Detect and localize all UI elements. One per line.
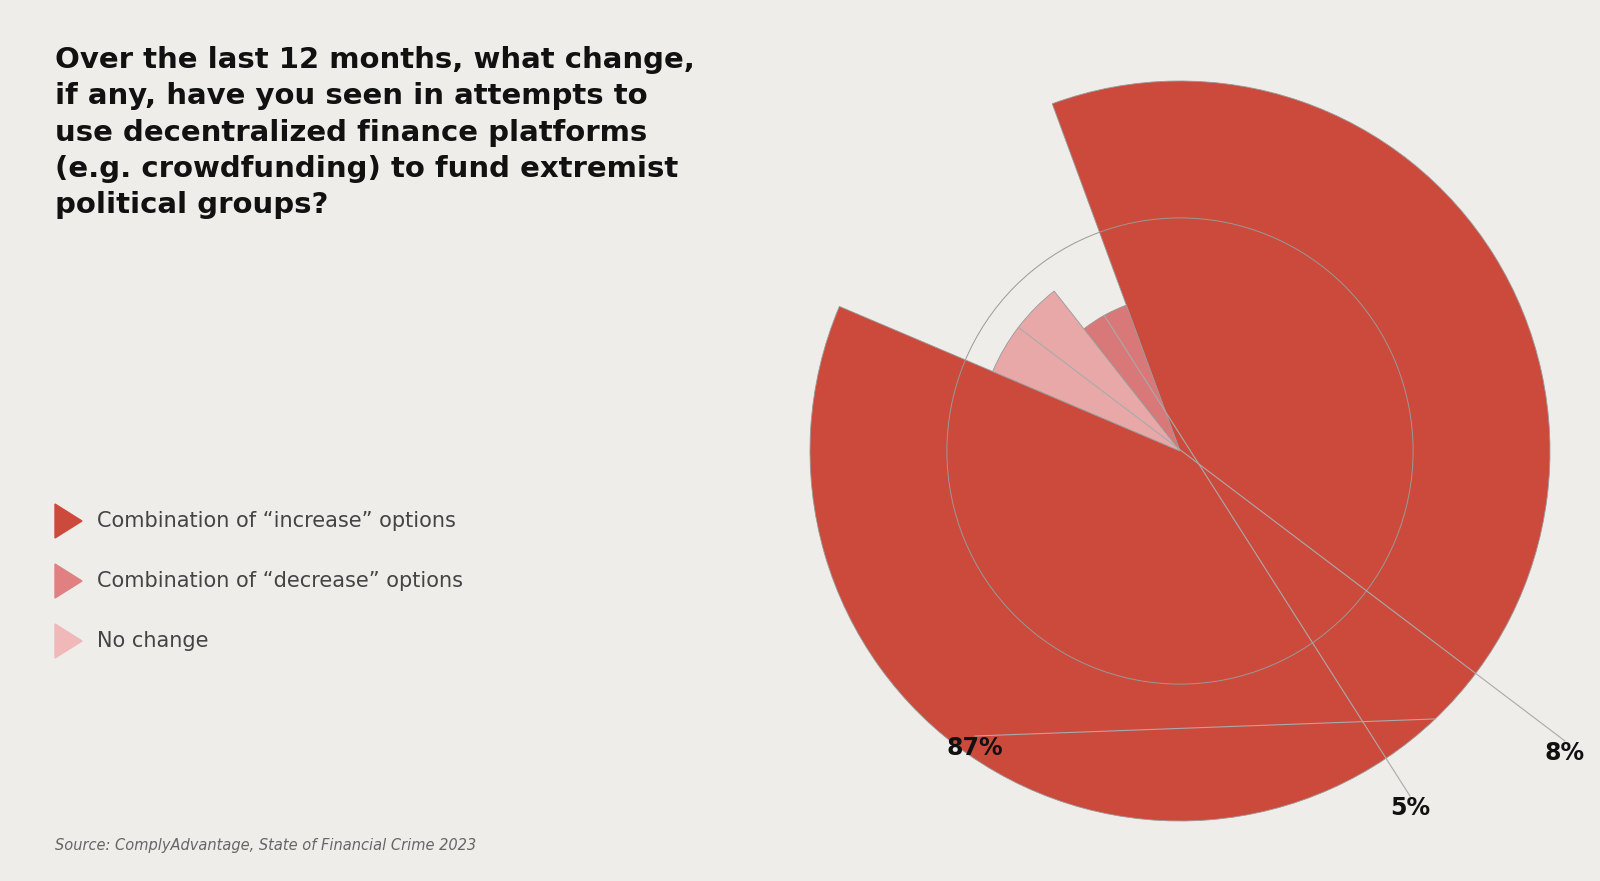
Polygon shape xyxy=(54,564,82,598)
Text: 5%: 5% xyxy=(1390,796,1430,820)
Wedge shape xyxy=(810,81,1550,821)
Text: Combination of “increase” options: Combination of “increase” options xyxy=(98,511,456,531)
Text: 8%: 8% xyxy=(1546,741,1586,765)
Polygon shape xyxy=(54,624,82,658)
Polygon shape xyxy=(54,504,82,538)
Text: 87%: 87% xyxy=(947,736,1003,760)
Text: Over the last 12 months, what change,
if any, have you seen in attempts to
use d: Over the last 12 months, what change, if… xyxy=(54,46,694,219)
Wedge shape xyxy=(992,291,1181,451)
Text: Source: ComplyAdvantage, State of Financial Crime 2023: Source: ComplyAdvantage, State of Financ… xyxy=(54,838,477,853)
Wedge shape xyxy=(1083,305,1181,451)
Text: Combination of “decrease” options: Combination of “decrease” options xyxy=(98,571,462,591)
Text: No change: No change xyxy=(98,631,208,651)
